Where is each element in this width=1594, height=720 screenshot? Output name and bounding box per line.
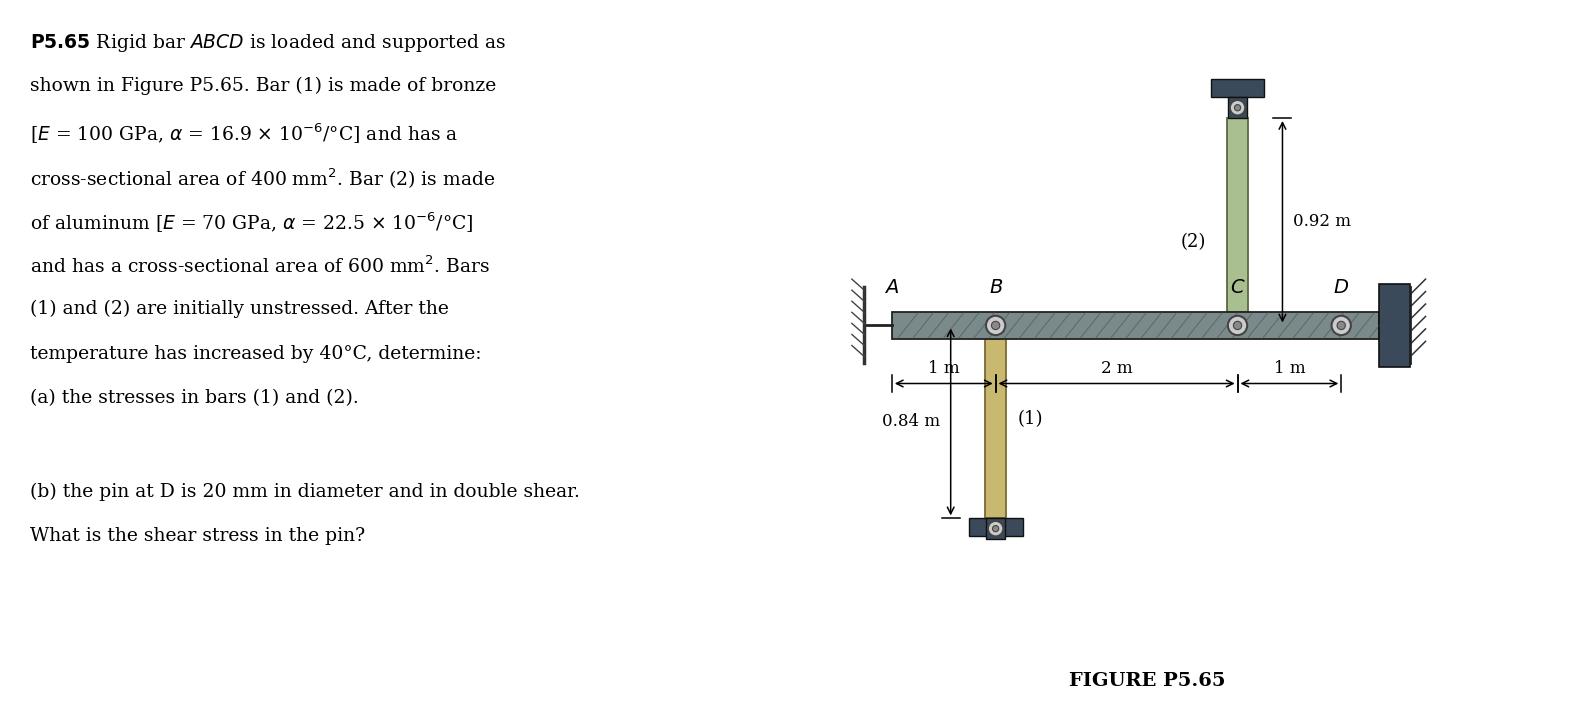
Text: $A$: $A$	[885, 279, 899, 297]
Bar	[1379, 284, 1411, 367]
Circle shape	[988, 521, 1003, 536]
Text: (b) the pin at D is 20 mm in diameter and in double shear.: (b) the pin at D is 20 mm in diameter an…	[30, 482, 580, 500]
Bar	[1210, 79, 1264, 97]
Text: 0.84 m: 0.84 m	[881, 413, 940, 431]
Text: cross-sectional area of 400 mm$^2$. Bar (2) is made: cross-sectional area of 400 mm$^2$. Bar …	[30, 166, 496, 191]
Text: FIGURE P5.65: FIGURE P5.65	[1070, 672, 1226, 690]
Text: What is the shear stress in the pin?: What is the shear stress in the pin?	[30, 527, 365, 545]
Text: $C$: $C$	[1229, 279, 1245, 297]
Bar	[893, 312, 1379, 338]
Text: $D$: $D$	[1333, 279, 1349, 297]
Circle shape	[993, 526, 999, 532]
Text: 0.92 m: 0.92 m	[1293, 213, 1350, 230]
Text: and has a cross-sectional area of 600 mm$^2$. Bars: and has a cross-sectional area of 600 mm…	[30, 256, 491, 277]
Text: [$E$ = 100 GPa, $\alpha$ = 16.9 $\times$ 10$^{-6}$/°C] and has a: [$E$ = 100 GPa, $\alpha$ = 16.9 $\times$…	[30, 122, 459, 146]
Circle shape	[1227, 316, 1247, 335]
Text: $B$: $B$	[988, 279, 1003, 297]
Text: shown in Figure P5.65. Bar (1) is made of bronze: shown in Figure P5.65. Bar (1) is made o…	[30, 77, 496, 95]
Text: 1 m: 1 m	[1274, 359, 1305, 377]
Circle shape	[991, 321, 999, 330]
Text: 2 m: 2 m	[1101, 359, 1132, 377]
Text: (a) the stresses in bars (1) and (2).: (a) the stresses in bars (1) and (2).	[30, 390, 359, 408]
Circle shape	[1331, 316, 1350, 335]
Text: (1): (1)	[1017, 410, 1042, 428]
Bar	[985, 338, 1006, 518]
Bar	[987, 518, 1006, 539]
Circle shape	[987, 316, 1006, 335]
Text: (2): (2)	[1181, 233, 1207, 251]
Bar	[1227, 118, 1248, 312]
Text: of aluminum [$E$ = 70 GPa, $\alpha$ = 22.5 $\times$ 10$^{-6}$/°C]: of aluminum [$E$ = 70 GPa, $\alpha$ = 22…	[30, 211, 473, 235]
Circle shape	[1234, 104, 1240, 111]
Text: $\mathbf{P5.65}$ Rigid bar $ABCD$ is loaded and supported as: $\mathbf{P5.65}$ Rigid bar $ABCD$ is loa…	[30, 32, 505, 55]
Text: 1 m: 1 m	[928, 359, 960, 377]
Bar	[969, 518, 1023, 536]
Circle shape	[1231, 100, 1245, 115]
Circle shape	[1234, 321, 1242, 330]
Bar	[1227, 97, 1247, 118]
Circle shape	[1337, 321, 1345, 330]
Text: temperature has increased by 40°C, determine:: temperature has increased by 40°C, deter…	[30, 345, 481, 363]
Text: (1) and (2) are initially unstressed. After the: (1) and (2) are initially unstressed. Af…	[30, 300, 450, 318]
